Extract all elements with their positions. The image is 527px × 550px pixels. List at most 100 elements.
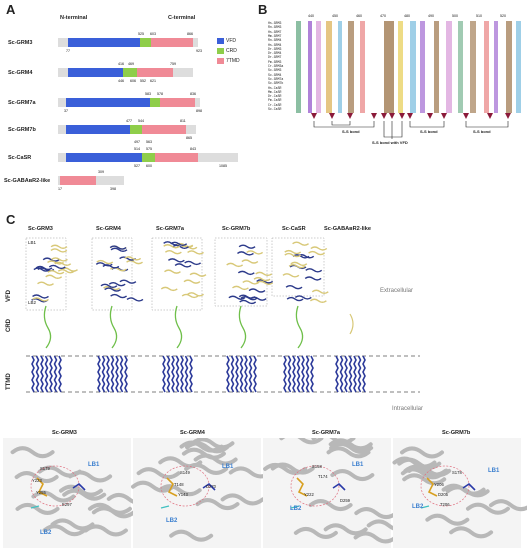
tmd-grm7b bbox=[142, 125, 186, 134]
tmd-grm4 bbox=[137, 68, 173, 77]
species-label: Dr-GRM4 bbox=[268, 51, 282, 56]
tmd-casr bbox=[155, 153, 198, 162]
pos: 469 bbox=[128, 62, 134, 66]
legend-swatch-vfd bbox=[217, 38, 224, 44]
panel-label-c: C bbox=[6, 212, 16, 227]
ruler-pos: 510 bbox=[476, 14, 482, 18]
struct-title-casr: Sc-CaSR bbox=[282, 226, 306, 232]
protein-structure bbox=[335, 313, 366, 393]
disulfide-bond-diagram bbox=[311, 113, 511, 139]
ruler-pos: 480 bbox=[404, 14, 410, 18]
species-label: Sc-GRM7a bbox=[268, 76, 284, 81]
ruler-pos: 520 bbox=[500, 14, 506, 18]
pos: 836 bbox=[190, 92, 196, 96]
species-label: Hs-GRM3 bbox=[268, 21, 282, 25]
zoom-lb2-grm3: LB2 bbox=[40, 530, 52, 536]
res-grm3-3: E297 bbox=[62, 502, 72, 507]
pos: 477 bbox=[126, 119, 132, 123]
crd-grm3 bbox=[140, 38, 151, 47]
struct-title-grm4: Sc-GRM4 bbox=[96, 226, 121, 232]
full-structures bbox=[25, 237, 420, 393]
pos: 527 bbox=[134, 164, 140, 168]
legend-vfd: VFD bbox=[226, 38, 236, 44]
pos: 811 bbox=[180, 119, 186, 123]
n-terminal-label: N-terminal bbox=[60, 15, 88, 21]
pos: 544 bbox=[138, 119, 144, 123]
res-grm7a-1: T174 bbox=[318, 474, 328, 479]
res-grm7b-2: D205 bbox=[438, 492, 449, 497]
vfd-grm3 bbox=[68, 38, 140, 47]
crd-grm7a bbox=[150, 98, 160, 107]
crd-grm4 bbox=[123, 68, 137, 77]
crd-casr bbox=[142, 153, 155, 162]
zoom-title-grm3: Sc-GRM3 bbox=[52, 430, 77, 436]
pos: 1085 bbox=[219, 164, 227, 168]
bond-label-3: S-S bond bbox=[473, 129, 491, 134]
pos: 600 bbox=[146, 164, 152, 168]
pos: 514 bbox=[134, 147, 140, 151]
alignment-panel: 440 450 460 470 480 490 500 510 520 Hs-G… bbox=[268, 14, 523, 202]
species-label: Cr-GRM3a bbox=[268, 64, 284, 68]
species-label: Dr-GRM7 bbox=[268, 55, 282, 60]
pos: 575 bbox=[146, 147, 152, 151]
res-grm7b-0: S178 bbox=[452, 470, 462, 475]
struct-title-grm3: Sc-GRM3 bbox=[28, 226, 53, 232]
intracellular-label: Intracellular bbox=[392, 406, 424, 412]
struct-title-grm7a: Sc-GRM7a bbox=[156, 226, 184, 232]
pos: 446 bbox=[118, 79, 124, 83]
species-label: Pm-CaSR bbox=[268, 98, 282, 103]
species-label: Sc-GRM7b bbox=[268, 81, 284, 86]
gene-label-gaba: Sc-GABAʙR2-like bbox=[4, 178, 51, 184]
res-grm3-2: Y255 bbox=[36, 490, 46, 495]
tmd-grm3 bbox=[151, 38, 193, 47]
lb1-label: LB1 bbox=[28, 240, 37, 245]
pos: 37 bbox=[64, 109, 68, 113]
species-label: Rn-GRM3 bbox=[268, 25, 282, 30]
pos: 583 bbox=[145, 92, 151, 96]
species-label: Hs-GRM4 bbox=[268, 42, 282, 47]
protein-structure bbox=[160, 241, 207, 393]
gene-label-grm4: Sc-GRM4 bbox=[8, 70, 33, 76]
species-label: Hs-CaSR bbox=[268, 85, 282, 90]
lb2-label: LB2 bbox=[28, 300, 37, 305]
panel-label-a: A bbox=[6, 2, 16, 17]
legend-crd: CRD bbox=[226, 48, 237, 54]
pos: 621 bbox=[150, 79, 156, 83]
protein-structure bbox=[95, 245, 144, 393]
species-label: Rn-GRM4 bbox=[268, 38, 282, 43]
zoom-lb1-grm3: LB1 bbox=[88, 462, 100, 468]
panel-label-b: B bbox=[258, 2, 268, 17]
species-label: Hs-GRM7 bbox=[268, 29, 282, 34]
pos: 606 bbox=[130, 79, 136, 83]
bond-label-2: S-S bond bbox=[420, 129, 438, 134]
zoom-lb1-grm4: LB1 bbox=[222, 464, 234, 470]
gene-label-grm7b: Sc-GRM7b bbox=[8, 127, 36, 133]
species-label: Pm-GRM3 bbox=[268, 59, 282, 64]
position-ruler: 440 450 460 470 480 490 500 510 520 bbox=[268, 14, 523, 20]
ruler-pos: 490 bbox=[428, 14, 434, 18]
zoom-lb2-grm7b: LB2 bbox=[412, 504, 424, 510]
zoom-title-grm4: Sc-GRM4 bbox=[180, 430, 205, 436]
species-label: Sc-GRM4 bbox=[268, 72, 282, 77]
zoom-lb1-grm7b: LB1 bbox=[488, 468, 500, 474]
gene-label-grm7a: Sc-GRM7a bbox=[8, 100, 36, 106]
species-label: Sc-GRM3 bbox=[268, 68, 282, 73]
pos: 563 bbox=[146, 140, 152, 144]
res-grm7a-3: D259 bbox=[340, 498, 351, 503]
extracellular-label: Extracellular bbox=[380, 288, 414, 294]
legend-swatch-7tmd bbox=[217, 58, 224, 64]
zoom-lb1-grm7a: LB1 bbox=[352, 462, 364, 468]
pos: 416 bbox=[118, 62, 124, 66]
zoom-structure bbox=[263, 438, 411, 548]
pos: 17 bbox=[58, 187, 62, 191]
vfd-grm7a bbox=[66, 98, 150, 107]
zoom-structure bbox=[131, 438, 273, 548]
c-terminal-label: C-terminal bbox=[168, 15, 196, 21]
res-grm3-1: Y223 bbox=[32, 478, 42, 483]
zoom-structure bbox=[392, 438, 527, 548]
species-label: Cr-CaSR bbox=[268, 102, 282, 107]
species-label: Mm-GRM7 bbox=[268, 33, 282, 38]
ruler-pos: 450 bbox=[332, 14, 338, 18]
sequence-rows: Hs-GRM3 Rn-GRM3 Hs-GRM7 Mm-GRM7 Rn-GRM4 Hs-GR… bbox=[268, 21, 523, 113]
pos: 552 bbox=[140, 79, 146, 83]
